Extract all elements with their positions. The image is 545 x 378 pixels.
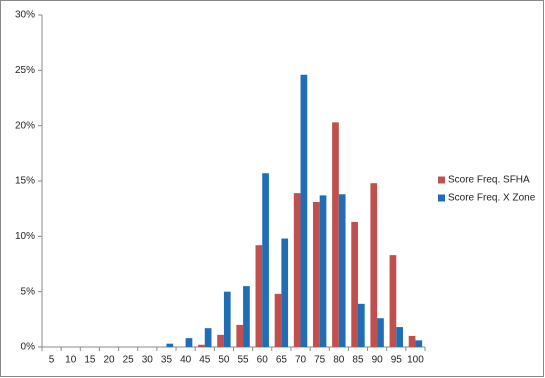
y-tick-label: 30% bbox=[15, 10, 35, 21]
bar bbox=[274, 293, 282, 347]
bar bbox=[293, 193, 301, 347]
bar bbox=[312, 202, 320, 347]
legend-swatch bbox=[438, 176, 445, 184]
bar bbox=[370, 183, 378, 347]
bar bbox=[204, 328, 212, 347]
bar bbox=[377, 318, 384, 347]
legend-swatch bbox=[438, 194, 445, 202]
bar bbox=[319, 195, 327, 347]
bar bbox=[262, 173, 269, 347]
bar bbox=[255, 245, 263, 347]
x-tick-label: 20 bbox=[103, 355, 115, 366]
x-tick-label: 10 bbox=[65, 355, 77, 366]
bar bbox=[198, 344, 205, 347]
x-tick-label: 5 bbox=[49, 355, 55, 366]
x-tick-label: 45 bbox=[199, 355, 211, 366]
bar bbox=[408, 335, 416, 347]
bar bbox=[396, 327, 403, 347]
bar bbox=[389, 255, 397, 347]
x-tick-label: 70 bbox=[295, 355, 307, 366]
x-tick-label: 50 bbox=[218, 355, 230, 366]
bar bbox=[332, 122, 339, 347]
bar bbox=[351, 221, 358, 347]
x-tick-label: 100 bbox=[407, 355, 424, 366]
x-tick-label: 85 bbox=[352, 355, 364, 366]
x-tick-label: 35 bbox=[161, 355, 173, 366]
bar bbox=[243, 286, 250, 347]
y-tick-label: 5% bbox=[21, 286, 36, 297]
x-tick-label: 30 bbox=[142, 355, 154, 366]
bar bbox=[281, 238, 289, 347]
y-tick-label: 0% bbox=[21, 342, 36, 353]
x-tick-label: 40 bbox=[180, 355, 192, 366]
bar bbox=[338, 194, 346, 347]
x-tick-label: 25 bbox=[123, 355, 135, 366]
bar bbox=[223, 291, 231, 347]
y-tick-label: 10% bbox=[15, 231, 35, 242]
x-tick-label: 15 bbox=[84, 355, 96, 366]
x-tick-label: 60 bbox=[257, 355, 269, 366]
y-tick-label: 25% bbox=[15, 65, 35, 76]
bar bbox=[415, 340, 423, 347]
legend-label: Score Freq. X Zone bbox=[448, 193, 536, 204]
bar bbox=[236, 324, 244, 347]
legend-label: Score Freq. SFHA bbox=[448, 175, 530, 186]
x-tick-label: 90 bbox=[372, 355, 384, 366]
bar bbox=[357, 303, 365, 347]
bar bbox=[185, 338, 193, 347]
x-tick-label: 55 bbox=[238, 355, 250, 366]
x-tick-label: 80 bbox=[333, 355, 345, 366]
x-tick-label: 75 bbox=[314, 355, 326, 366]
bar bbox=[217, 334, 224, 347]
y-tick-label: 20% bbox=[15, 120, 35, 131]
x-tick-label: 65 bbox=[276, 355, 288, 366]
x-tick-label: 95 bbox=[391, 355, 403, 366]
bar bbox=[166, 343, 174, 347]
y-tick-label: 15% bbox=[15, 176, 35, 187]
bar bbox=[300, 74, 308, 347]
